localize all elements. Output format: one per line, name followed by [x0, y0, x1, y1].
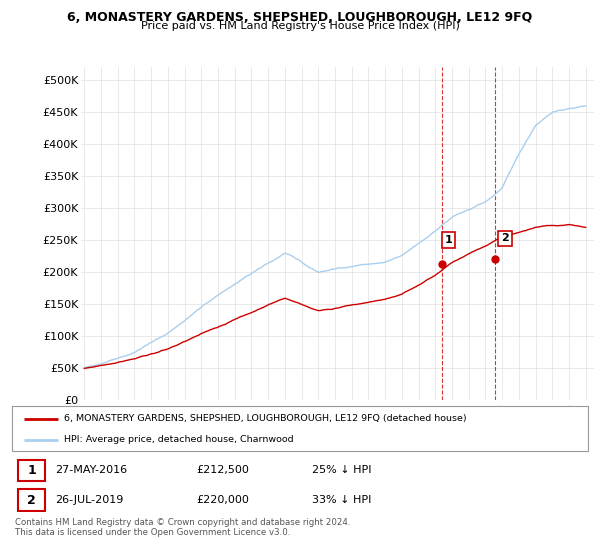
Text: 2: 2 — [27, 493, 36, 507]
Text: 2: 2 — [501, 234, 509, 244]
Text: £212,500: £212,500 — [196, 465, 249, 475]
Text: 26-JUL-2019: 26-JUL-2019 — [55, 495, 124, 505]
Text: 6, MONASTERY GARDENS, SHEPSHED, LOUGHBOROUGH, LE12 9FQ (detached house): 6, MONASTERY GARDENS, SHEPSHED, LOUGHBOR… — [64, 414, 466, 423]
Text: 1: 1 — [445, 235, 452, 245]
Text: 1: 1 — [27, 464, 36, 477]
Text: Contains HM Land Registry data © Crown copyright and database right 2024.
This d: Contains HM Land Registry data © Crown c… — [15, 518, 350, 538]
Text: 33% ↓ HPI: 33% ↓ HPI — [311, 495, 371, 505]
Bar — [18, 489, 46, 511]
Bar — [18, 460, 46, 481]
Text: 27-MAY-2016: 27-MAY-2016 — [55, 465, 127, 475]
Text: 6, MONASTERY GARDENS, SHEPSHED, LOUGHBOROUGH, LE12 9FQ: 6, MONASTERY GARDENS, SHEPSHED, LOUGHBOR… — [67, 11, 533, 24]
Text: HPI: Average price, detached house, Charnwood: HPI: Average price, detached house, Char… — [64, 435, 293, 444]
Text: Price paid vs. HM Land Registry's House Price Index (HPI): Price paid vs. HM Land Registry's House … — [140, 21, 460, 31]
Text: 25% ↓ HPI: 25% ↓ HPI — [311, 465, 371, 475]
Text: £220,000: £220,000 — [196, 495, 249, 505]
